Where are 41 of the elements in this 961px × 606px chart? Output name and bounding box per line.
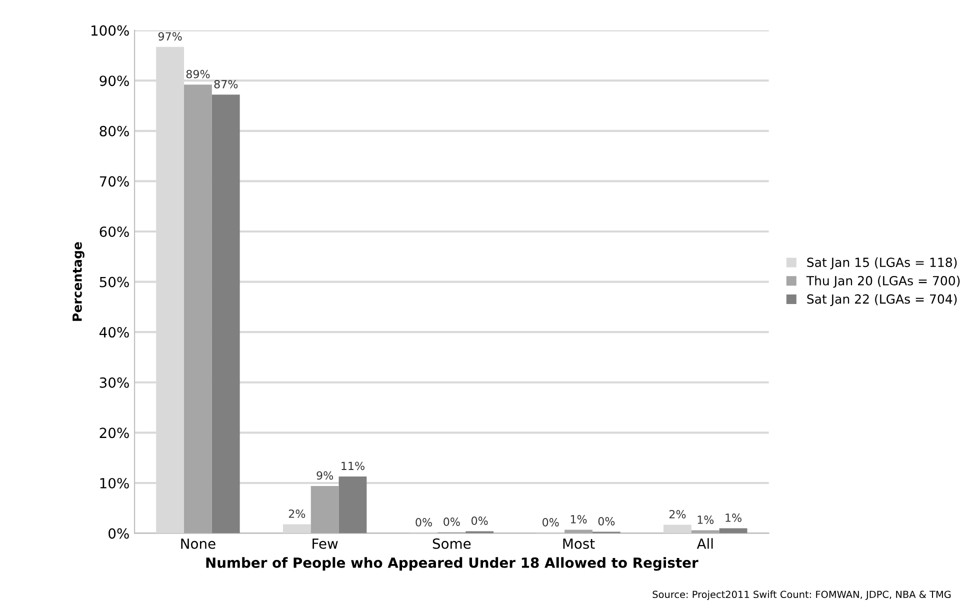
x-axis-title: Number of People who Appeared Under 18 Allowed to Register bbox=[206, 557, 698, 571]
bar bbox=[212, 94, 240, 534]
y-tick-label: 40% bbox=[99, 327, 129, 338]
legend-label: Sat Jan 15 (LGAs = 118) bbox=[807, 257, 957, 270]
y-tick-label: 70% bbox=[100, 176, 129, 187]
data-label: 97% bbox=[158, 32, 182, 41]
data-label: 9% bbox=[316, 471, 334, 480]
y-tick-label: 80% bbox=[100, 126, 129, 136]
bar bbox=[310, 486, 339, 534]
y-axis-title: Percentage bbox=[72, 242, 84, 321]
data-label: 0% bbox=[444, 518, 460, 526]
y-tick-label: 60% bbox=[100, 226, 129, 237]
y-tick-label: 50% bbox=[100, 276, 129, 288]
x-tick-label: All bbox=[696, 538, 713, 549]
data-label: 87% bbox=[214, 80, 238, 88]
data-label: 89% bbox=[186, 70, 210, 78]
data-label: 1% bbox=[570, 515, 587, 524]
data-label: 0% bbox=[471, 516, 488, 525]
bar bbox=[184, 84, 212, 534]
y-tick-label: 0% bbox=[108, 528, 129, 539]
bar bbox=[338, 476, 367, 534]
legend-label: Thu Jan 20 (LGAs = 700) bbox=[806, 276, 960, 288]
source-note: Source: Project2011 Swift Count: FOMWAN, JDPC, NBA & TMG bbox=[652, 590, 951, 600]
y-tick-label: 30% bbox=[100, 377, 129, 388]
x-tick-label: None bbox=[181, 538, 216, 549]
data-label: 1% bbox=[726, 514, 742, 522]
y-tick-label: 100% bbox=[91, 25, 129, 36]
data-label: 0% bbox=[416, 518, 432, 526]
data-label: 2% bbox=[288, 510, 306, 518]
y-tick-label: 20% bbox=[100, 428, 129, 438]
x-tick-label: Most bbox=[563, 538, 595, 549]
data-label: 0% bbox=[598, 517, 615, 526]
data-label: 2% bbox=[669, 510, 686, 518]
y-tick-label: 90% bbox=[100, 76, 129, 86]
y-tick-label: 10% bbox=[100, 478, 129, 488]
data-label: 1% bbox=[698, 516, 714, 524]
x-tick-label: Some bbox=[432, 538, 471, 549]
legend-label: Sat Jan 22 (LGAs = 704) bbox=[807, 294, 957, 306]
x-tick-label: Few bbox=[312, 538, 338, 549]
data-label: 11% bbox=[342, 462, 364, 470]
data-label: 0% bbox=[542, 518, 559, 526]
